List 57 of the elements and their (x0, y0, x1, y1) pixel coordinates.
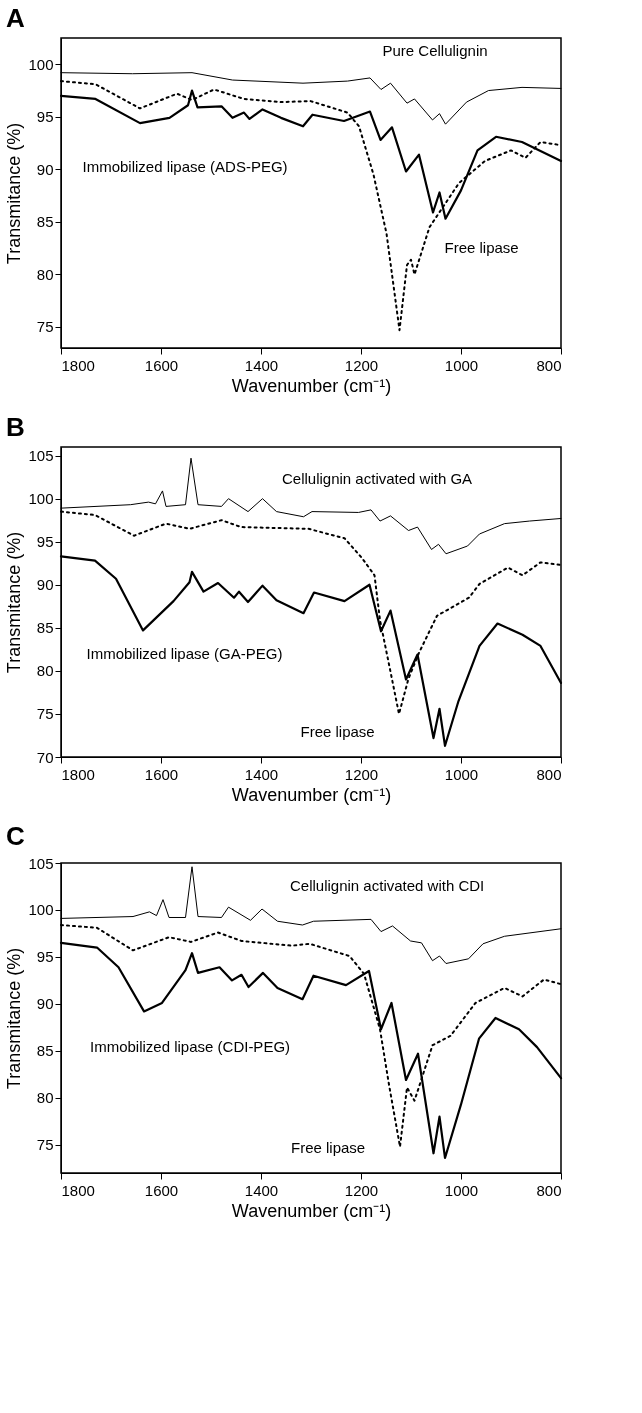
y-tick-label: 90 (36, 995, 54, 1013)
x-axis-title: Wavenumber (cm⁻¹) (231, 784, 392, 805)
y-tick-label: 90 (36, 576, 54, 594)
y-tick-label: 85 (36, 213, 54, 231)
x-tick-label: 1600 (144, 356, 179, 374)
y-tick-label: 70 (36, 748, 54, 766)
x-tick-label: 1000 (444, 1181, 479, 1199)
y-tick-label: 95 (36, 948, 54, 966)
x-tick-label: 1600 (144, 1181, 179, 1199)
y-tick-label: 90 (36, 160, 54, 178)
x-tick-label: 1400 (244, 765, 279, 783)
y-tick-label: 75 (36, 318, 54, 336)
chart-title: C (5, 821, 25, 851)
y-tick-label: 100 (28, 901, 54, 919)
x-tick-label: 800 (536, 765, 562, 783)
series-label: Pure Cellulignin (382, 42, 488, 60)
y-tick-label: 95 (36, 108, 54, 126)
y-tick-label: 85 (36, 1042, 54, 1060)
series-label: Cellulignin activated with CDI (290, 876, 485, 894)
x-tick-label: 800 (536, 356, 562, 374)
series-label: Cellulignin activated with GA (282, 469, 473, 487)
y-tick-label: 75 (36, 705, 54, 723)
y-tick-label: 100 (28, 55, 54, 73)
x-tick-label: 1400 (244, 1181, 279, 1199)
y-tick-label: 80 (36, 265, 54, 283)
text: Immobilized lipase (GA-PEG) (86, 645, 283, 663)
y-axis-title: Transmitance (%) (4, 531, 25, 674)
x-tick-label: 1800 (61, 356, 95, 374)
x-tick-label: 1600 (144, 765, 179, 783)
x-axis-title: Wavenumber (cm⁻¹) (231, 1200, 392, 1221)
text: Immobilized lipase (ADS-PEG) (82, 157, 288, 175)
x-axis-title: Wavenumber (cm⁻¹) (231, 375, 392, 396)
y-tick-label: 80 (36, 662, 54, 680)
x-tick-label: 1400 (244, 356, 279, 374)
x-tick-label: 1800 (61, 1181, 95, 1199)
y-axis-title: Transmitance (%) (4, 122, 25, 265)
y-tick-label: 105 (28, 854, 54, 872)
x-tick-label: 1000 (444, 765, 479, 783)
y-tick-label: 75 (36, 1136, 54, 1154)
x-tick-label: 1000 (444, 356, 479, 374)
x-tick-label: 1800 (61, 765, 95, 783)
y-axis-title: Transmitance (%) (4, 947, 25, 1090)
text: Free lipase (291, 1138, 366, 1156)
series-label: Free lipase (444, 239, 519, 257)
y-tick-label: 85 (36, 619, 54, 637)
text: Immobilized lipase (CDI-PEG) (90, 1037, 291, 1055)
y-tick-label: 105 (28, 447, 54, 465)
chart-title: A (5, 3, 25, 33)
x-tick-label: 800 (536, 1181, 562, 1199)
y-tick-label: 80 (36, 1089, 54, 1107)
chart-title: B (5, 412, 25, 442)
y-tick-label: 100 (28, 490, 54, 508)
x-tick-label: 1200 (344, 765, 379, 783)
series-label: Free lipase (300, 722, 375, 740)
x-tick-label: 1200 (344, 1181, 379, 1199)
x-tick-label: 1200 (344, 356, 379, 374)
y-tick-label: 95 (36, 533, 54, 551)
